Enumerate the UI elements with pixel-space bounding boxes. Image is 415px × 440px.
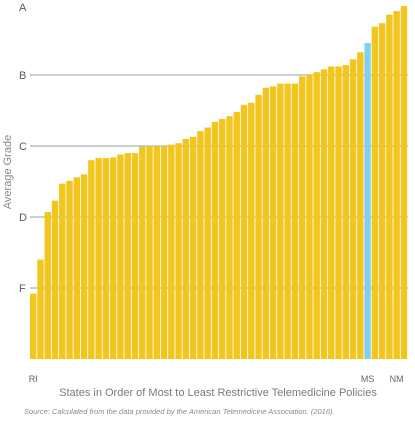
y-tick-label: F: [19, 283, 26, 295]
bar: [109, 157, 117, 359]
x-axis-title: States in Order of Most to Least Restric…: [59, 387, 377, 399]
bar: [233, 111, 240, 359]
bar: [320, 69, 328, 359]
source-note: Source: Calculated from the data provide…: [24, 407, 335, 416]
bar: [342, 65, 349, 359]
bar: [66, 180, 73, 359]
bar: [88, 160, 95, 359]
y-tick-label: C: [19, 141, 27, 153]
bar: [400, 6, 408, 359]
y-tick-label: B: [19, 70, 26, 82]
x-tick-label: RI: [29, 374, 38, 384]
bar: [102, 158, 110, 359]
bar: [189, 136, 197, 359]
bar: [226, 116, 233, 360]
bar: [255, 94, 262, 359]
bar-highlighted: [364, 43, 371, 360]
x-tick-label: MS: [361, 374, 375, 384]
bar: [269, 86, 277, 360]
bar: [168, 144, 175, 359]
bar: [73, 177, 81, 359]
bar: [146, 146, 153, 359]
bar: [117, 154, 124, 359]
bar: [393, 11, 400, 359]
bar: [37, 259, 44, 359]
bar: [182, 138, 190, 359]
bar: [335, 66, 342, 359]
bar: [44, 212, 51, 359]
bar: [160, 146, 168, 359]
bar: [298, 76, 306, 360]
bar: [131, 153, 139, 359]
bar: [284, 83, 291, 360]
bar: [124, 153, 131, 359]
bar: [357, 52, 364, 359]
bar: [153, 146, 160, 359]
bar: [277, 83, 284, 360]
bar: [378, 23, 386, 359]
bar: [328, 66, 335, 359]
bar: [349, 59, 357, 359]
y-tick-label: A: [19, 2, 27, 14]
bar: [204, 127, 211, 359]
bar: [197, 131, 204, 359]
bar: [139, 146, 146, 359]
y-axis-grade-labels: A B C D F: [19, 2, 27, 295]
bars: [30, 6, 408, 360]
x-axis-state-labels: RI MS NM: [29, 374, 404, 384]
bar: [306, 74, 313, 359]
bar: [30, 293, 37, 359]
bar: [219, 119, 226, 360]
bar: [95, 158, 102, 359]
x-tick-label: NM: [390, 374, 404, 384]
y-axis-title: Average Grade: [2, 135, 14, 209]
bar: [51, 200, 59, 359]
bar: [175, 143, 182, 359]
bar: [386, 14, 393, 360]
bar: [80, 174, 88, 359]
bar: [371, 26, 379, 359]
y-tick-label: D: [19, 212, 27, 224]
bar: [59, 183, 66, 359]
bar: [313, 72, 320, 359]
bar: [211, 121, 219, 359]
bar: [262, 87, 270, 359]
bar: [291, 83, 299, 360]
bar: [240, 104, 248, 359]
bar: [248, 102, 255, 359]
